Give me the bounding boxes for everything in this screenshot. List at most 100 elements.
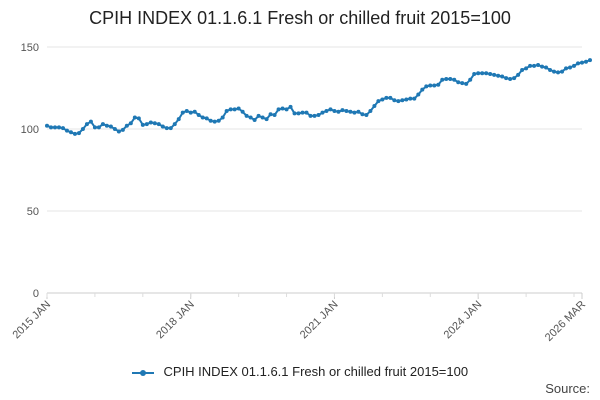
data-point <box>564 66 569 71</box>
data-point <box>84 122 89 127</box>
data-point <box>164 126 169 131</box>
data-point <box>160 124 165 129</box>
data-point <box>508 76 513 81</box>
data-point <box>340 108 345 113</box>
data-point <box>224 108 229 113</box>
data-point <box>404 97 409 102</box>
data-point <box>552 69 557 74</box>
data-point <box>80 127 85 131</box>
data-point <box>152 121 157 126</box>
data-point <box>72 131 77 136</box>
data-point <box>88 119 93 124</box>
data-point <box>328 107 333 112</box>
data-point <box>548 67 553 72</box>
data-point <box>460 81 465 86</box>
y-tick-label: 0 <box>33 288 39 300</box>
source-label: Source: <box>545 381 590 396</box>
data-point <box>132 115 137 120</box>
data-point <box>468 77 473 82</box>
data-point <box>356 109 361 114</box>
x-tick-label: 2018 JAN <box>154 299 197 342</box>
data-point <box>436 82 441 87</box>
y-tick-label: 150 <box>21 42 39 54</box>
data-point <box>512 76 517 81</box>
data-point <box>420 87 425 92</box>
data-point <box>540 64 545 69</box>
data-point <box>48 125 53 130</box>
data-point <box>464 81 469 86</box>
data-point <box>440 77 445 82</box>
data-point <box>556 70 561 75</box>
data-point <box>364 113 369 118</box>
data-point <box>587 58 592 63</box>
data-point <box>208 118 213 123</box>
data-point <box>280 106 285 111</box>
data-point <box>176 117 181 122</box>
data-point <box>536 63 541 68</box>
data-point <box>408 96 413 101</box>
data-point <box>216 118 221 123</box>
data-point <box>524 66 529 71</box>
data-point <box>300 110 305 115</box>
data-point <box>304 110 309 115</box>
data-point <box>240 109 245 114</box>
data-point <box>396 99 401 104</box>
data-point <box>124 123 129 128</box>
data-point <box>532 63 537 68</box>
data-point <box>108 124 113 129</box>
chart-plot: 0 50 100 150 2015 JAN 2018 JAN 2021 JAN 2024 JA… <box>10 42 592 344</box>
data-point <box>400 98 405 103</box>
data-point <box>244 113 249 118</box>
data-point <box>580 60 584 65</box>
data-point <box>136 116 141 121</box>
x-tick-label: 2024 JAN <box>442 299 485 342</box>
data-point <box>60 126 65 131</box>
y-tick-label: 50 <box>27 206 39 218</box>
data-point <box>248 115 253 120</box>
data-point <box>560 69 565 74</box>
data-point <box>256 113 261 118</box>
x-tick-label: 2021 JAN <box>298 299 341 342</box>
data-point <box>100 122 105 127</box>
data-point <box>572 63 577 68</box>
data-point <box>332 108 337 113</box>
data-point <box>388 95 393 100</box>
data-point <box>544 65 549 70</box>
data-point <box>416 92 421 97</box>
data-point <box>376 99 381 104</box>
data-point <box>120 127 125 132</box>
data-point <box>432 83 437 88</box>
legend-dot <box>139 369 146 376</box>
data-point <box>232 107 237 112</box>
chart-legend[interactable]: CPIH INDEX 01.1.6.1 Fresh or chilled fru… <box>0 364 600 379</box>
data-point <box>368 108 373 113</box>
data-point <box>168 126 173 131</box>
data-point <box>428 83 433 88</box>
data-point <box>583 59 588 64</box>
x-tick-label: 2026 MAR <box>543 299 588 344</box>
data-point <box>312 113 317 118</box>
x-tick-label: 2015 JAN <box>10 299 53 342</box>
data-point <box>236 106 241 111</box>
data-point <box>128 121 133 126</box>
data-point <box>484 71 489 76</box>
data-point <box>320 110 325 115</box>
data-point <box>116 129 121 134</box>
data-point <box>92 125 97 130</box>
data-point <box>76 131 81 136</box>
data-point <box>448 76 453 81</box>
data-point <box>68 130 73 135</box>
data-point <box>296 111 301 116</box>
legend-label: CPIH INDEX 01.1.6.1 Fresh or chilled fru… <box>163 364 469 379</box>
data-point <box>228 107 233 112</box>
data-point <box>316 113 321 118</box>
data-point <box>212 119 217 124</box>
data-point <box>288 104 293 109</box>
data-point <box>64 128 69 133</box>
data-point <box>384 95 389 100</box>
data-point <box>352 110 357 115</box>
data-point <box>264 117 269 122</box>
series-line <box>46 59 591 135</box>
data-point <box>424 84 429 89</box>
data-point <box>324 108 329 113</box>
